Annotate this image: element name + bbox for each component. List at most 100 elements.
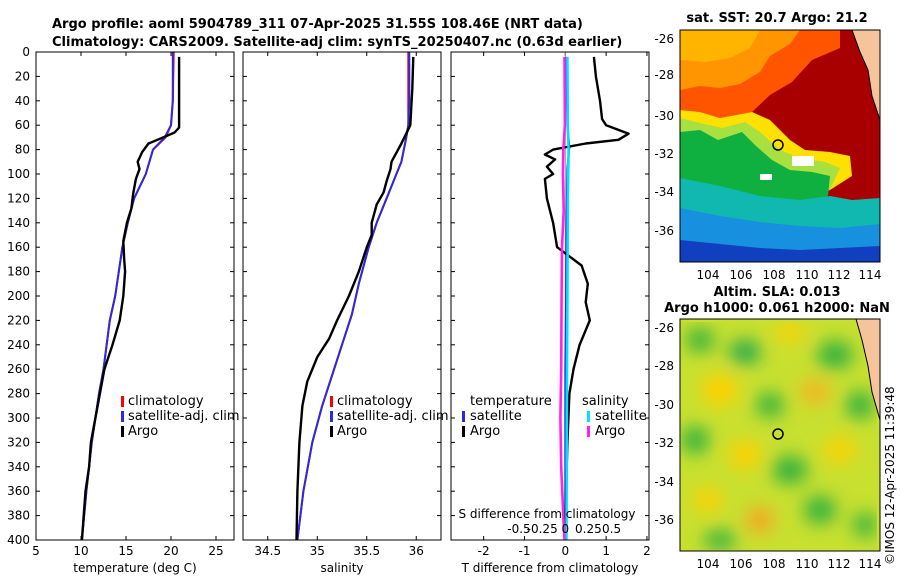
legend-swatch-climatology [121,396,124,407]
sla-argo-location [772,428,784,440]
depth-tick-label: 0 [22,45,30,59]
legend-climatology: climatology [128,394,204,409]
sst-lat-tick: -28 [654,68,674,82]
legend-s-satellite: satellite [595,409,647,424]
x-tick-label: -2 [478,544,490,558]
sst-field-gold [680,30,760,62]
depth-tick-label: 280 [7,387,30,401]
sst-lon-ticks: 104 106 108 110 112 114 [697,268,882,282]
sst-lon-tick: 110 [796,268,819,282]
legend-t-argo: Argo [470,424,500,439]
timestamp: ©IMOS 12-Apr-2025 11:39:48 [883,386,897,565]
sst-missing-data [792,156,814,166]
salinity-legend: climatology satellite-adj. clim Argo [330,394,449,439]
difference-panel: -2 -1 0 1 2 T difference from climatology [450,51,651,575]
legend-satellite-adj: satellite-adj. clim [337,409,449,424]
sst-missing-data [760,174,772,180]
axes-frame [450,51,650,541]
sst-lon-tick: 106 [730,268,753,282]
sla-lat-tick: -32 [654,436,674,450]
depth-tick-label: 160 [7,240,30,254]
sla-lon-tick: 106 [730,557,753,571]
x-tick-label: 35 [310,544,325,558]
x-tick-label: 2 [643,544,651,558]
depth-tick-label: 240 [7,338,30,352]
legend-swatch-t-satellite [462,411,465,422]
depth-tick-label: 400 [7,533,30,547]
depth-tick-label: 180 [7,265,30,279]
depth-tick-label: 120 [7,191,30,205]
series-line-temperature-argo [543,56,630,540]
figure-title-line2: Climatology: CARS2009. Satellite-adj cli… [52,35,622,50]
x-axis-label: temperature (deg C) [73,561,196,575]
legend-temperature-title: temperature [470,394,552,409]
sst-lat-tick: -36 [654,224,674,238]
sst-lon-tick: 112 [828,268,851,282]
x-tick-label: -1 [519,544,531,558]
legend-argo: Argo [128,424,158,439]
x-tick-label: 5 [32,544,40,558]
temperature-legend: climatology satellite-adj. clim Argo [121,394,240,439]
x-tick-label: 36 [409,544,424,558]
x-tick-label: 25 [208,544,223,558]
series-group [295,52,415,540]
sla-lat-tick: -26 [654,321,674,335]
series-line-climatology [80,52,175,540]
sst-field-blue [680,240,880,262]
x-tick-label: 1 [602,544,610,558]
x-axis-label: salinity [320,561,363,575]
legend-swatch-argo [330,426,333,437]
sla-lat-tick: -34 [654,475,674,489]
sla-map-frame [679,318,881,552]
series-line-climatology [296,52,410,540]
legend-climatology: climatology [337,394,413,409]
s-tick-label: 0 [561,522,569,536]
depth-tick-label: 260 [7,362,30,376]
depth-tick-label: 80 [15,143,30,157]
sla-lat-tick: -30 [654,398,674,412]
depth-tick-label: 20 [15,69,30,83]
sla-map-title2: Argo h1000: 0.061 h2000: NaN [664,301,890,316]
s-difference-label: S difference from climatology [459,507,636,521]
x-tick-label: 15 [118,544,133,558]
sla-lat-ticks: -26 -28 -30 -32 -34 -36 [654,321,674,527]
difference-legend: temperature salinity satellite Argo sate… [462,394,647,439]
s-tick-label: -0.5 [507,522,530,536]
sla-lat-tick: -36 [654,513,674,527]
legend-salinity-title: salinity [582,394,629,409]
series-group [543,56,630,540]
sst-lon-tick: 108 [763,268,786,282]
sst-map-title: sat. SST: 20.7 Argo: 21.2 [686,11,867,26]
sst-lon-tick: 104 [697,268,720,282]
depth-tick-label: 100 [7,167,30,181]
sla-lon-tick: 114 [859,557,882,571]
figure-title-line1: Argo profile: aoml 5904789_311 07-Apr-20… [52,17,583,32]
sla-lat-tick: -28 [654,359,674,373]
sla-lon-tick: 110 [796,557,819,571]
legend-swatch-s-argo [587,426,590,437]
legend-s-argo: Argo [595,424,625,439]
series-line-satellite-adj-clim [296,52,411,540]
sla-lon-ticks: 104 106 108 110 112 114 [697,557,882,571]
axes-frame [35,51,235,541]
sst-lon-tick: 114 [859,268,882,282]
x-tick-label: 35.5 [353,544,380,558]
legend-swatch-climatology [330,396,333,407]
series-line-salinity-satellite [565,56,570,540]
legend-swatch-satellite [330,411,333,422]
series-line-salinity-argo [559,56,567,540]
depth-tick-label: 40 [15,94,30,108]
sst-lat-tick: -30 [654,109,674,123]
legend-swatch-argo [121,426,124,437]
s-tick-label: 0.5 [602,522,621,536]
sst-lat-ticks: -26 -28 -30 -32 -34 -36 [654,32,674,238]
depth-tick-label: 140 [7,216,30,230]
series-line-argo [295,56,415,540]
sla-lon-tick: 108 [763,557,786,571]
legend-swatch-satellite [121,411,124,422]
depth-tick-label: 300 [7,411,30,425]
sla-map [680,319,880,551]
salinity-panel: 34.5 35 35.5 36 salinity [242,51,442,575]
x-tick-label: 34.5 [254,544,281,558]
